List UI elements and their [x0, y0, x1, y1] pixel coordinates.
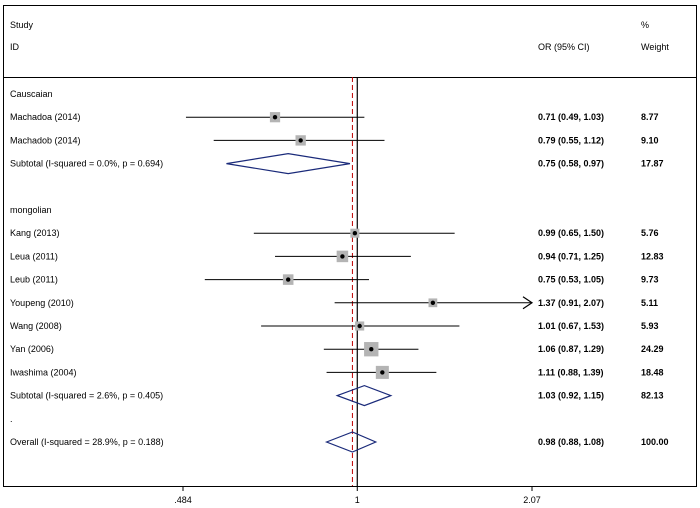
weight-text: 9.73	[641, 275, 659, 285]
row-label: Machadob (2014)	[10, 135, 81, 145]
ci-text: 0.99 (0.65, 1.50)	[538, 228, 604, 238]
weight-text: 24.29	[641, 344, 664, 354]
weight-text: 5.93	[641, 321, 659, 331]
ci-text: 1.01 (0.67, 1.53)	[538, 321, 604, 331]
weight-text: 9.10	[641, 135, 659, 145]
header-study: Study	[10, 20, 34, 30]
x-tick-label: 1	[355, 495, 360, 505]
ci-text: 0.75 (0.58, 0.97)	[538, 159, 604, 169]
pooled-diamond	[324, 431, 378, 453]
x-axis-ticks: .484 1 2.07	[174, 486, 541, 505]
study-rows: Causcaian Machadoa (2014) 0.71 (0.49, 1.03…	[10, 89, 669, 453]
row-label: Kang (2013)	[10, 228, 60, 238]
row-label: Yan (2006)	[10, 344, 54, 354]
point-estimate	[352, 231, 358, 236]
row-label: .	[10, 414, 13, 424]
ci-text: 0.75 (0.53, 1.05)	[538, 275, 604, 285]
row-label: Subtotal (I-squared = 2.6%, p = 0.405)	[10, 391, 163, 401]
point-estimate	[298, 138, 303, 143]
header-percent: %	[641, 20, 649, 30]
weight-text: 12.83	[641, 251, 664, 261]
point-estimate	[340, 254, 345, 259]
weight-text: 5.11	[641, 298, 658, 308]
point-estimate	[430, 300, 436, 305]
point-estimate	[272, 115, 278, 120]
ci-text: 1.06 (0.87, 1.29)	[538, 344, 604, 354]
row-label: Overall (I-squared = 28.9%, p = 0.188)	[10, 437, 164, 447]
row-label: mongolian	[10, 205, 52, 215]
pooled-diamond	[226, 152, 351, 175]
plot-frame	[3, 5, 697, 487]
pooled-diamond	[335, 384, 393, 407]
row-label: Youpeng (2010)	[10, 298, 74, 308]
point-estimate	[380, 370, 385, 375]
ci-text: 0.79 (0.55, 1.12)	[538, 135, 604, 145]
x-tick-label: 2.07	[523, 495, 541, 505]
header-or: OR (95% CI)	[538, 42, 590, 52]
row-label: Iwashima (2004)	[10, 367, 77, 377]
ci-text: 0.98 (0.88, 1.08)	[538, 437, 604, 447]
row-label: Wang (2008)	[10, 321, 62, 331]
ci-text: 0.94 (0.71, 1.25)	[538, 251, 604, 261]
row-label: Subtotal (I-squared = 0.0%, p = 0.694)	[10, 159, 163, 169]
row-label: Causcaian	[10, 89, 53, 99]
point-estimate	[357, 323, 362, 329]
ci-text: 1.03 (0.92, 1.15)	[538, 391, 604, 401]
ci-text: 0.71 (0.49, 1.03)	[538, 112, 604, 122]
point-estimate	[285, 277, 291, 282]
header-weight: Weight	[641, 42, 669, 52]
weight-text: 82.13	[641, 391, 664, 401]
row-label: Machadoa (2014)	[10, 112, 81, 122]
weight-text: 100.00	[641, 437, 669, 447]
x-tick-label: .484	[174, 495, 192, 505]
row-label: Leub (2011)	[10, 275, 58, 285]
weight-text: 17.87	[641, 159, 664, 169]
ci-arrow	[522, 296, 534, 310]
weight-text: 5.76	[641, 228, 659, 238]
point-estimate	[369, 347, 374, 352]
ci-text: 1.37 (0.91, 2.07)	[538, 298, 604, 308]
row-label: Leua (2011)	[10, 251, 58, 261]
header-id: ID	[10, 42, 20, 52]
ci-text: 1.11 (0.88, 1.39)	[538, 367, 604, 377]
weight-text: 18.48	[641, 367, 664, 377]
weight-text: 8.77	[641, 112, 659, 122]
